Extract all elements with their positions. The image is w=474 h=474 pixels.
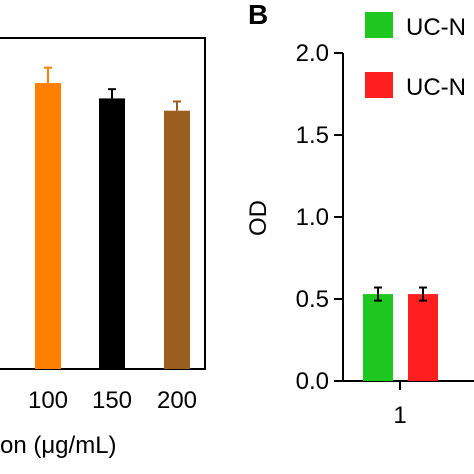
panel-b-y-axis-label: OD (245, 200, 272, 236)
panel-a: 100 150 200 on (μg/mL) (0, 37, 206, 459)
panel-a-bar-150 (99, 98, 125, 370)
panel-a-bar-200 (164, 110, 190, 369)
panel-b: B 0.0 0.5 1.0 1.5 2.0 OD 1 UC-N UC-N (245, 0, 474, 429)
panel-b-y-tick-label-4: 2.0 (296, 40, 329, 67)
panel-b-y-tick-label-3: 1.5 (296, 122, 329, 149)
panel-b-bar-series-0 (363, 294, 393, 381)
panel-b-y-tick-label-2: 1.0 (296, 204, 329, 231)
panel-a-tick-label-0: 100 (28, 387, 68, 414)
legend-label-0: UC-N (406, 14, 466, 41)
legend-swatch-0 (365, 12, 393, 38)
panel-a-tick-label-2: 200 (157, 387, 197, 414)
panel-a-tick-label-1: 150 (92, 387, 132, 414)
panel-b-y-tick-label-0: 0.0 (296, 368, 329, 395)
panel-a-x-axis-label: on (μg/mL) (0, 432, 117, 459)
panel-a-bar-100 (35, 83, 61, 370)
legend-swatch-1 (365, 72, 393, 98)
panel-b-x-tick-label-0: 1 (393, 402, 406, 429)
panel-b-y-tick-label-1: 0.5 (296, 286, 329, 313)
legend-label-1: UC-N (406, 74, 466, 101)
panel-b-bar-series-1 (408, 294, 438, 381)
panel-b-label: B (248, 0, 268, 30)
